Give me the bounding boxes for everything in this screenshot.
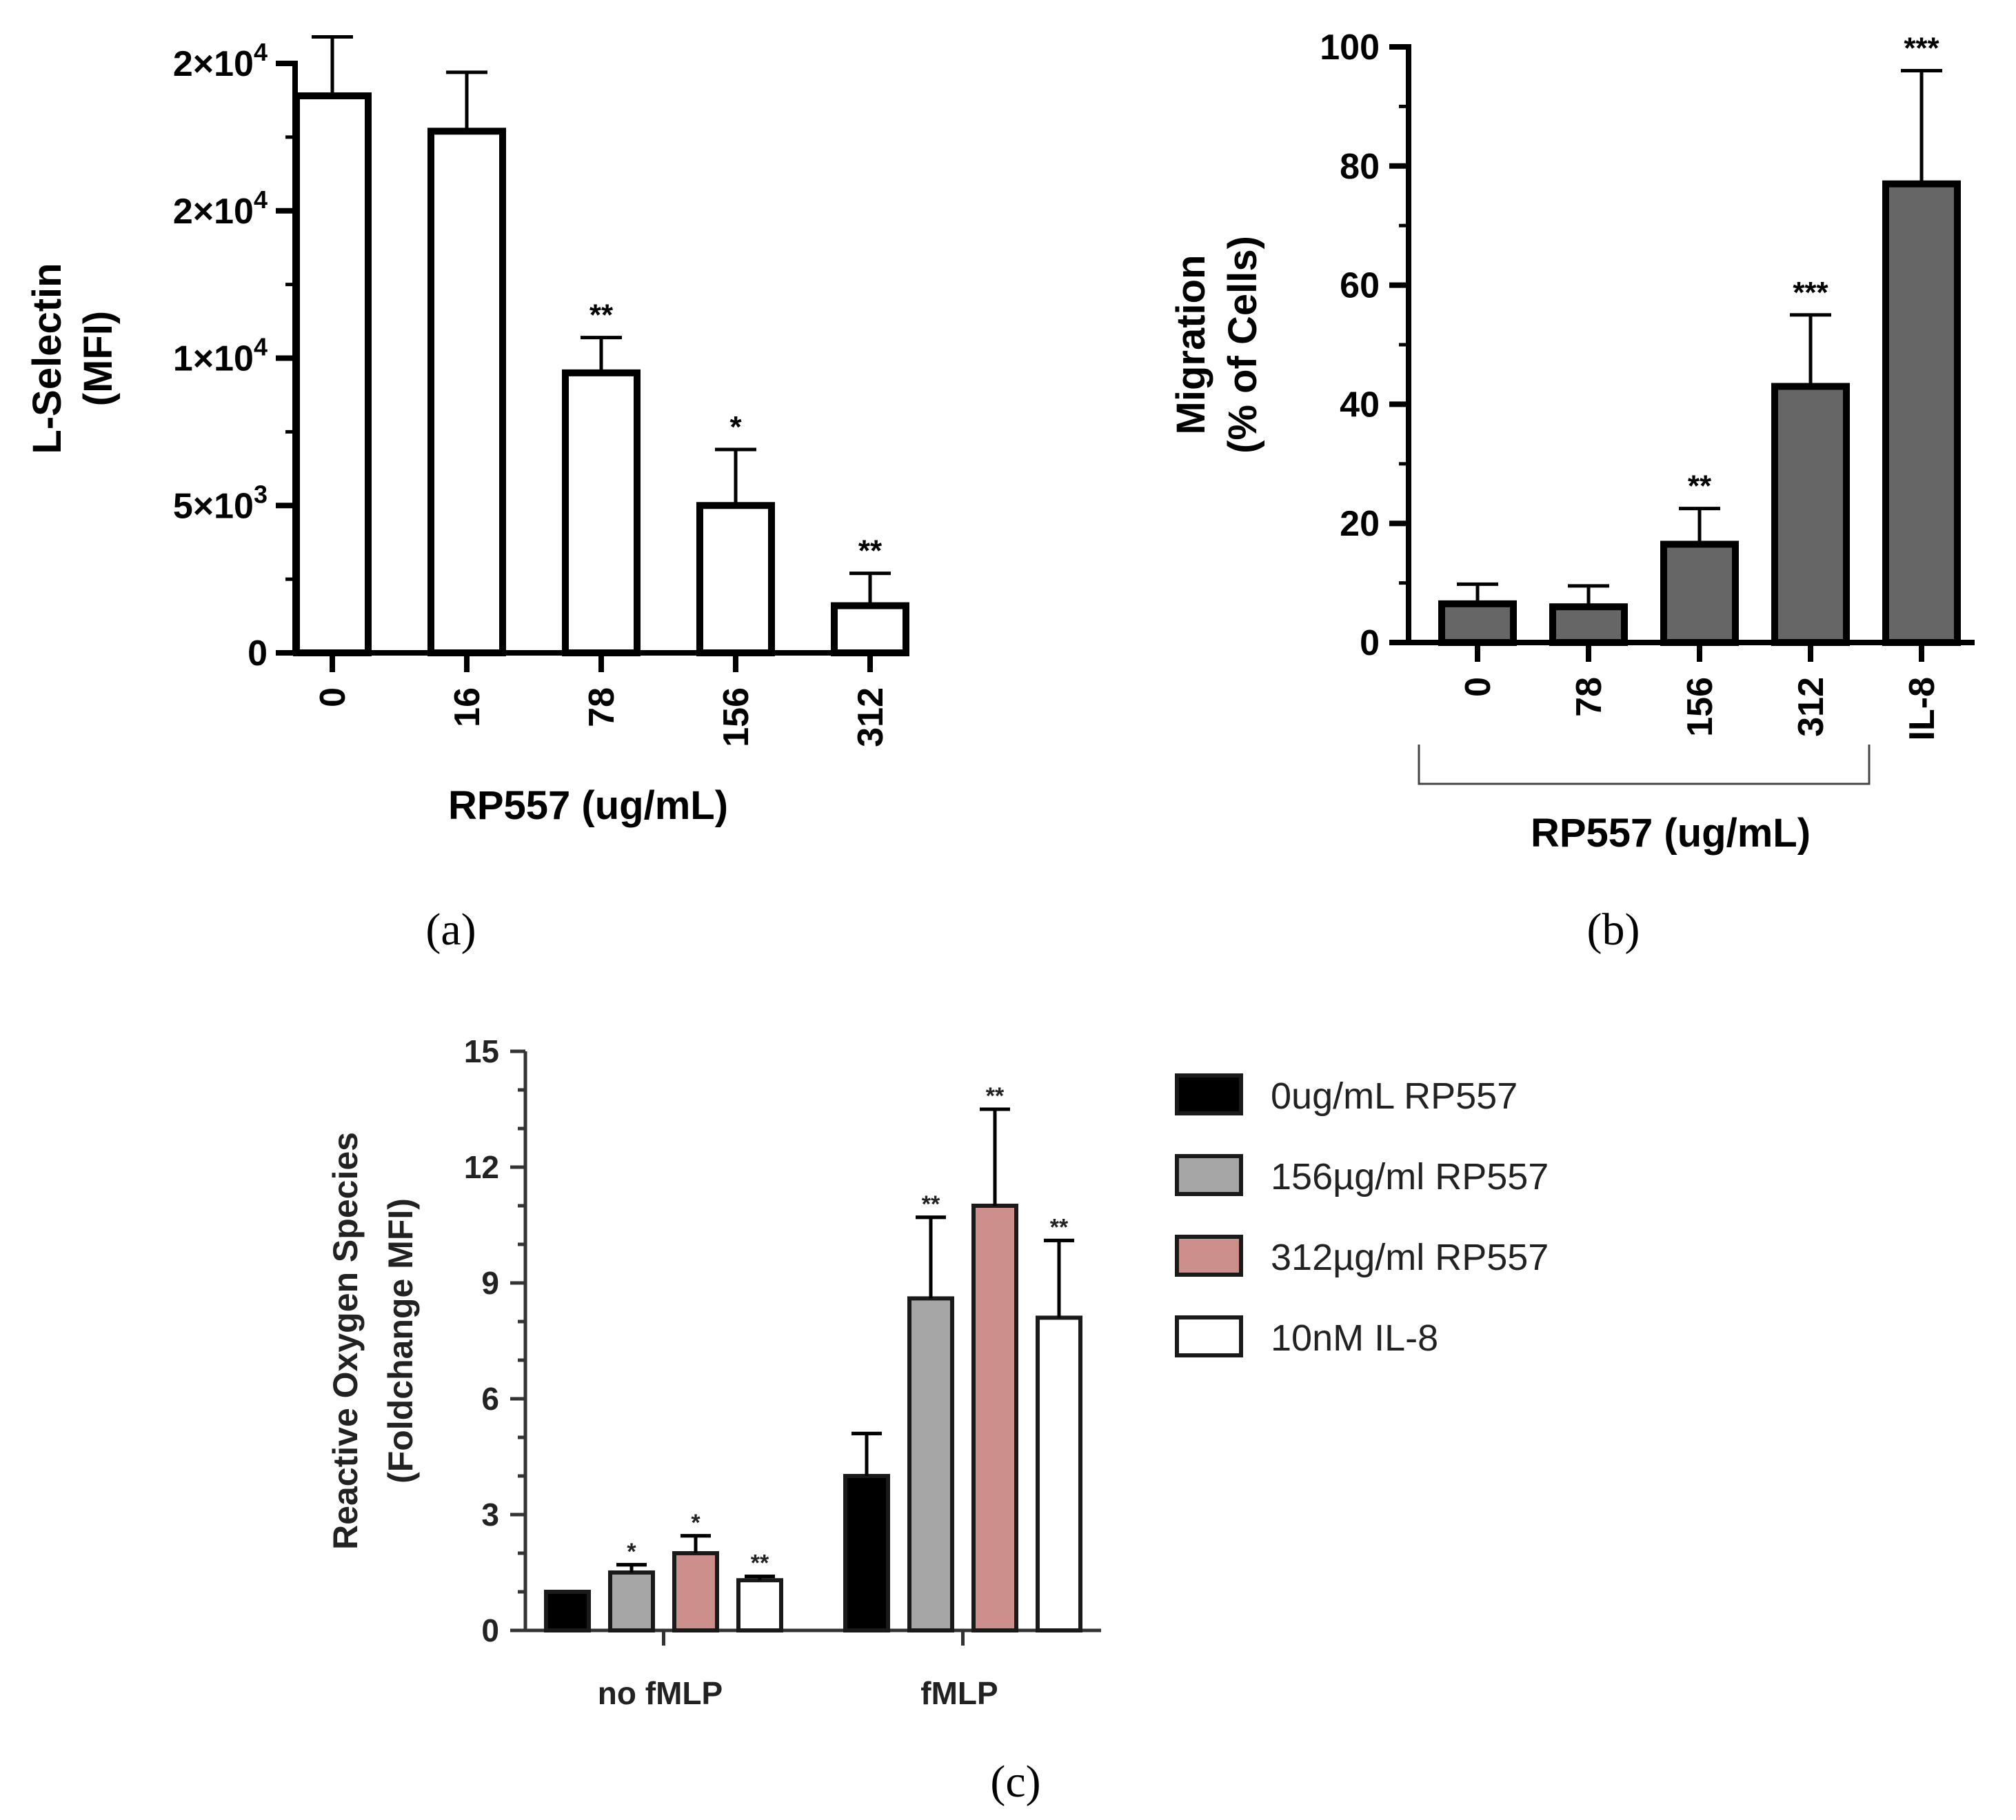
panel-c-x-tick-label: no fMLP bbox=[598, 1675, 723, 1711]
panel-c-legend-swatch bbox=[1175, 1235, 1243, 1277]
panel-b-bar bbox=[1549, 603, 1628, 646]
panel-a-y-axis-label-line2: (MFI) bbox=[76, 311, 121, 407]
tick-label-exponent: 4 bbox=[254, 38, 268, 66]
panel-a-significance: ** bbox=[589, 299, 614, 332]
tick-label-exponent: 4 bbox=[254, 185, 268, 214]
panel-a-bar bbox=[562, 369, 641, 656]
panel-b-x-tick-label: 0 bbox=[1458, 677, 1498, 697]
panel-a-x-tick-label: 16 bbox=[447, 687, 487, 727]
panel-a-y-tick-label: 2×104 bbox=[173, 185, 268, 232]
panel-b-x-tick-label: IL-8 bbox=[1902, 677, 1942, 740]
tick-label-base: 2×10 bbox=[173, 44, 254, 84]
panel-c-y-tick-label: 3 bbox=[481, 1497, 499, 1533]
panel-a-y-tick-label: 5×103 bbox=[173, 480, 268, 526]
panel-c-bar bbox=[544, 1590, 591, 1632]
panel-b-chart: 0 20 40 60 80 100 0 78 156 ** 312 *** IL-8 *** RP557 (… bbox=[1169, 28, 1975, 955]
panel-c-y-tick-label: 12 bbox=[464, 1149, 499, 1185]
panel-c-significance: ** bbox=[1050, 1214, 1069, 1240]
panel-c-significance: ** bbox=[751, 1550, 769, 1577]
panel-b-y-tick-label: 0 bbox=[1360, 623, 1380, 663]
panel-b-significance: *** bbox=[1904, 32, 1939, 65]
panel-b-bar bbox=[1660, 540, 1739, 646]
panel-b-x-axis-label: RP557 (ug/mL) bbox=[1531, 811, 1811, 856]
panel-a-bar bbox=[696, 502, 775, 656]
panel-b-x-tick-label: 156 bbox=[1680, 677, 1720, 737]
panel-a-x-tick-label: 78 bbox=[582, 687, 622, 727]
panel-a-y-tick-label: 0 bbox=[248, 634, 268, 674]
panel-b-x-tick-label: 312 bbox=[1791, 677, 1831, 737]
panel-b-y-tick-label: 100 bbox=[1320, 28, 1380, 68]
panel-c-legend-label: 312µg/ml RP557 bbox=[1271, 1237, 1549, 1278]
panel-a-significance: * bbox=[729, 410, 742, 444]
panel-c-x-tick-label: fMLP bbox=[920, 1675, 998, 1711]
panel-c-legend-swatch bbox=[1175, 1154, 1243, 1196]
panel-c-legend-label: 156µg/ml RP557 bbox=[1271, 1156, 1549, 1197]
panel-b-y-axis-label-line1: Migration bbox=[1169, 255, 1213, 435]
panel-b-y-axis-label-line2: (% of Cells) bbox=[1220, 236, 1265, 454]
panel-b-significance: *** bbox=[1793, 276, 1828, 310]
panel-b-y-tick-label: 40 bbox=[1340, 385, 1380, 425]
tick-label-exponent: 4 bbox=[254, 333, 268, 361]
panel-a-y-axis-label-line1: L-Selectin bbox=[25, 263, 70, 454]
panel-c-bar bbox=[1036, 1315, 1082, 1633]
panel-c-bar bbox=[907, 1296, 954, 1633]
panel-c-significance: * bbox=[691, 1510, 700, 1536]
panel-a-y-tick-label: 1×104 bbox=[173, 333, 268, 379]
panel-c-bar bbox=[608, 1570, 655, 1632]
panel-c-y-axis-label-line1: Reactive Oxygen Species bbox=[326, 1132, 365, 1550]
panel-c-legend-swatch bbox=[1175, 1315, 1243, 1357]
panel-c-significance: ** bbox=[922, 1191, 940, 1217]
panel-c-bar bbox=[736, 1578, 783, 1632]
panel-b-y-tick-label: 20 bbox=[1340, 504, 1380, 544]
panel-c-bar bbox=[843, 1474, 890, 1632]
panel-a-y-tick-label: 2×104 bbox=[173, 38, 268, 84]
panel-c-bar bbox=[971, 1204, 1018, 1632]
panel-a-x-tick-label: 156 bbox=[716, 687, 756, 747]
panel-c-legend-label: 0ug/mL RP557 bbox=[1271, 1075, 1518, 1117]
panel-c-y-tick-label: 9 bbox=[481, 1265, 499, 1301]
tick-label-base: 2×10 bbox=[173, 192, 254, 232]
panel-c-significance: * bbox=[627, 1539, 636, 1565]
panel-c-caption: (c) bbox=[990, 1757, 1040, 1807]
panel-b-y-tick-label: 60 bbox=[1340, 266, 1380, 306]
panel-a-significance: ** bbox=[858, 534, 883, 568]
panel-b-significance: ** bbox=[1688, 469, 1712, 503]
panel-a-x-tick-label: 312 bbox=[851, 687, 891, 747]
panel-b-bar bbox=[1882, 180, 1961, 647]
panel-b-bar bbox=[1438, 600, 1517, 647]
panel-c-y-axis-label-line2: (Foldchange MFI) bbox=[381, 1198, 420, 1484]
panel-a-x-axis-label: RP557 (ug/mL) bbox=[448, 783, 728, 828]
tick-label-base: 0 bbox=[248, 634, 268, 674]
panel-a-bar bbox=[427, 128, 506, 656]
panel-c-y-tick-label: 15 bbox=[464, 1033, 499, 1069]
panel-a-bar bbox=[293, 92, 372, 656]
panel-c-legend-label: 10nM IL-8 bbox=[1271, 1317, 1438, 1359]
panel-c-legend-swatch bbox=[1175, 1073, 1243, 1115]
panel-b-group-bracket bbox=[1418, 745, 1871, 785]
panel-a-bar bbox=[831, 602, 909, 656]
panel-c-y-tick-label: 6 bbox=[481, 1381, 499, 1417]
panel-b-caption: (b) bbox=[1587, 904, 1640, 955]
panel-b-bar bbox=[1771, 383, 1850, 646]
tick-label-exponent: 3 bbox=[254, 480, 268, 508]
panel-c-bar bbox=[672, 1551, 719, 1632]
panel-b-y-tick-label: 80 bbox=[1340, 147, 1380, 187]
panel-c-significance: ** bbox=[986, 1083, 1005, 1109]
panel-a-caption: (a) bbox=[425, 904, 476, 955]
panel-c-y-tick-label: 0 bbox=[481, 1612, 499, 1648]
panel-a-x-tick-label: 0 bbox=[313, 687, 353, 707]
tick-label-base: 5×10 bbox=[173, 486, 254, 526]
tick-label-base: 1×10 bbox=[173, 339, 254, 379]
panel-b-x-tick-label: 78 bbox=[1569, 677, 1609, 717]
